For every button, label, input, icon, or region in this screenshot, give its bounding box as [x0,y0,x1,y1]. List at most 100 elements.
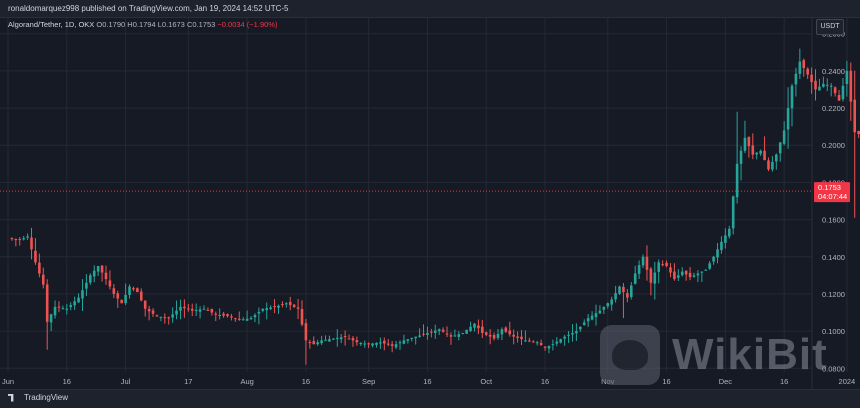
tradingview-logo-text: TradingView [24,393,69,402]
candle-body [571,332,574,335]
candle-body [300,308,304,325]
candle-body [147,308,151,312]
candle-body [802,60,806,69]
candle-body [810,74,813,83]
x-tick-label: 16 [302,377,310,386]
candle-body [359,342,363,345]
candle-body [277,305,280,308]
open-value: O0.1790 [96,20,126,29]
candle-body [575,331,578,334]
candle-body [516,336,519,338]
candle-body [187,308,190,310]
candle-body [582,322,586,325]
candle-body [637,265,641,274]
candle-body [34,250,37,263]
candle-body [390,344,394,346]
x-tick-label: 16 [423,377,431,386]
candle-body [531,341,535,343]
candle-body [794,73,798,85]
y-tick-label: 0.1400 [822,253,845,262]
candle-body [626,293,629,298]
candle-body [116,293,120,299]
candle-body [100,265,104,273]
candle-body [535,342,539,344]
candle-body [167,317,171,319]
candle-body [194,310,198,312]
candle-body [155,315,159,317]
tradingview-icon [8,393,14,402]
candle-body [594,313,598,318]
publish-header: ronaldomarquez998 published on TradingVi… [0,0,860,18]
candle-body [218,315,221,316]
candlestick-chart[interactable]: 0.26000.24000.22000.20000.18000.16000.14… [0,0,860,389]
candle-body [351,338,355,341]
candle-body [237,318,241,320]
candle-body [422,333,425,335]
candle-body [261,308,265,311]
candle-body [265,308,269,311]
candle-body [778,142,782,154]
candle-body [696,273,700,276]
candle-body [727,228,731,237]
candle-body [61,308,65,310]
candle-body [782,130,786,144]
candle-body [841,85,845,100]
candle-body [484,332,488,335]
candle-body [241,319,245,321]
candle-body [383,340,386,344]
candle-body [214,313,218,315]
candle-body [375,342,378,345]
candle-body [488,334,492,337]
candle-body [512,334,515,337]
candle-body [38,262,41,274]
candle-body [618,286,621,294]
candle-body [367,343,370,345]
candle-body [688,272,692,278]
candle-body [65,308,69,310]
candle-body [771,161,774,170]
currency-button[interactable]: USDT [816,19,844,35]
publish-line: ronaldomarquez998 published on TradingVi… [8,4,289,13]
candle-body [335,337,339,339]
tradingview-logo[interactable]: TradingView [8,393,68,402]
candle-body [171,314,174,318]
candle-body [92,270,96,277]
candle-body [104,272,108,280]
candle-body [414,336,417,339]
candle-body [128,286,131,295]
candle-body [818,86,821,91]
candle-body [598,310,602,314]
candle-body [394,344,398,348]
candle-body [198,309,202,312]
candle-body [234,318,237,320]
candle-body [606,303,610,307]
watermark-text: WikiBit [672,330,828,379]
candle-body [833,87,837,94]
candle-body [288,302,292,306]
candle-body [653,272,657,284]
candle-body [586,318,590,322]
candle-body [112,288,116,294]
candle-body [22,238,25,240]
candle-body [665,262,668,267]
symbol-label: Algorand/Tether, 1D, OKX [8,20,95,29]
candle-body [661,264,664,266]
price-tag-value: 0.1753 [818,183,841,192]
x-tick-label: Dec [719,377,733,386]
candle-body [524,340,527,342]
candle-body [210,308,214,313]
candle-body [629,285,633,298]
candle-body [398,342,402,344]
candle-body [175,310,178,315]
candle-body [743,137,747,151]
candle-body [798,61,802,74]
x-tick-label: 16 [63,377,71,386]
change-value: −0.0034 (−1.90%) [217,20,278,29]
x-tick-label: Jul [121,377,131,386]
candle-body [845,70,849,84]
candle-body [500,329,504,335]
price-tag-countdown: 04:07:44 [818,192,847,201]
candle-body [563,336,566,339]
candle-body [669,267,672,273]
candle-body [355,340,359,343]
